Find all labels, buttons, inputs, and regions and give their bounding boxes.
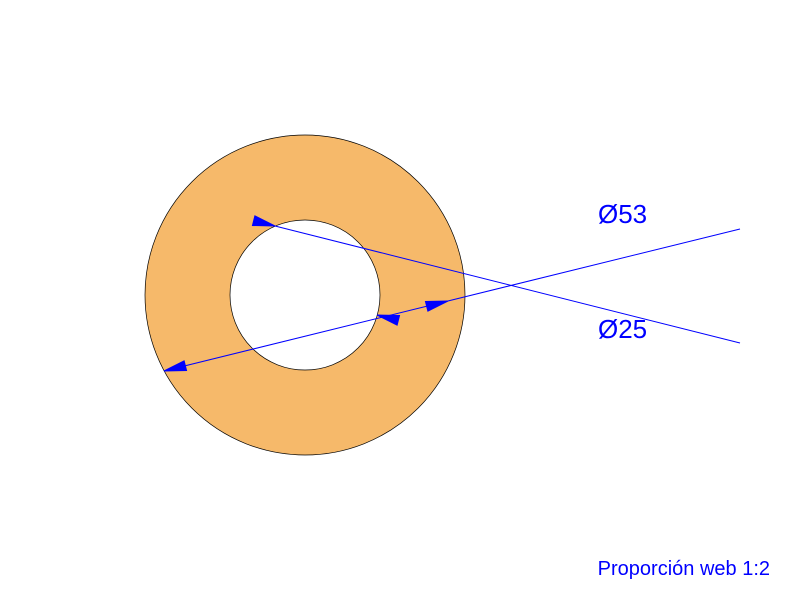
inner-diameter-leader-line: [275, 226, 740, 343]
scale-footer-label: Proporción web 1:2: [598, 558, 770, 580]
technical-drawing: Ø53 Ø25 Proporción web 1:2: [0, 0, 800, 600]
outer-diameter-dimension-label: Ø53: [598, 199, 647, 229]
ring-profile: [145, 135, 465, 455]
inner-diameter-dimension-label: Ø25: [598, 314, 647, 344]
